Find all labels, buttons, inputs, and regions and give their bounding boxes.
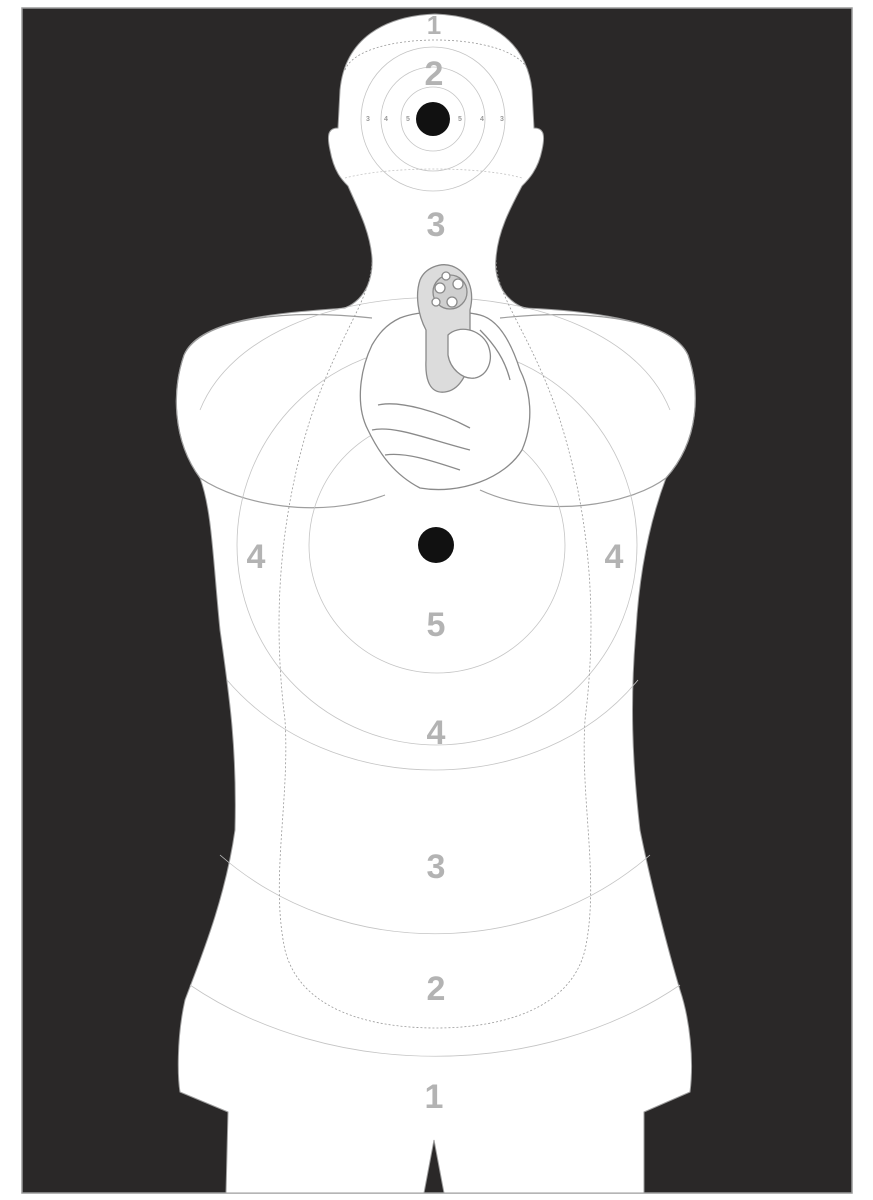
head-ring-number: 3 [366,116,370,123]
left-side-score-label: 4 [247,538,266,576]
head-ring-number: 3 [500,116,504,123]
mid-torso-score-label: 3 [427,848,446,886]
chest-outline-right [479,354,696,508]
upper-torso-score-label: 4 [427,714,446,752]
head-aim-point-icon [416,102,450,136]
head-ring-score-label: 2 [425,55,444,93]
center-ring-score-label: 5 [427,606,446,644]
head-ring-number: 4 [480,116,484,123]
scoring-zone-lines [189,39,681,1057]
revolver-in-hand-icon [359,264,531,491]
head-top-score-label: 1 [427,10,441,40]
head-ring-number: 5 [406,116,410,123]
score-labels: 1 2 3 4 4 5 4 3 2 1 [247,10,624,1116]
chest-outline [175,354,386,509]
silhouette-body [175,13,696,1194]
right-side-score-label: 4 [605,538,624,576]
shoulder-line-left [183,314,373,356]
shoulder-line-right [499,314,689,356]
head-ring-number: 4 [384,116,388,123]
lower-torso-score-label: 2 [427,970,446,1008]
chest-aim-point-icon [418,527,454,563]
head-ring-number: 5 [458,116,462,123]
hips-score-label: 1 [425,1078,444,1116]
neck-score-label: 3 [427,206,446,244]
head-ring-numbers: 3 4 5 5 4 3 [366,116,504,123]
